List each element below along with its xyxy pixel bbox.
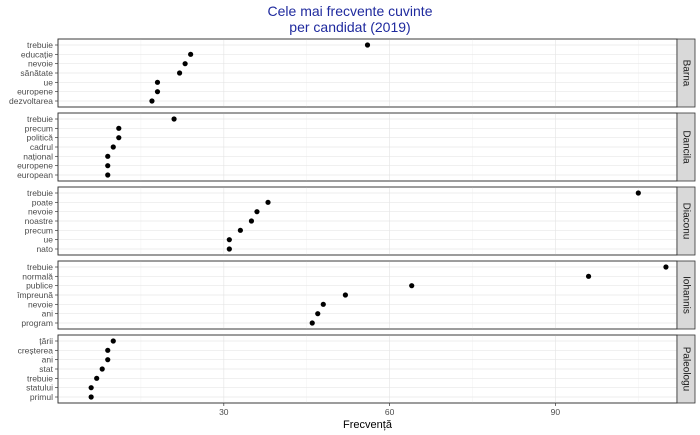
y-tick-label: normală — [22, 271, 53, 281]
y-tick-label: stat — [39, 364, 53, 374]
data-point — [254, 209, 260, 215]
chart-title: Cele mai frecvente cuvinte per candidat … — [0, 3, 700, 35]
facet-strip — [676, 38, 696, 108]
data-point — [154, 79, 161, 85]
y-tick-label: european — [17, 170, 53, 180]
facet-panel-iohannis: trebuienormalăpubliceîmpreunănevoieanipr… — [16, 260, 696, 330]
data-point — [116, 135, 122, 141]
y-tick-label: nevoie — [28, 59, 53, 69]
data-point — [182, 61, 188, 67]
y-tick-label: nato — [36, 244, 53, 254]
data-point — [663, 264, 669, 270]
facet-strip — [676, 186, 696, 256]
data-point — [88, 394, 94, 400]
y-tick-label: împreună — [16, 290, 53, 300]
x-axis-label: Frecvență — [343, 419, 393, 431]
data-point — [110, 144, 116, 150]
data-point — [320, 301, 326, 307]
facet-panel-paleologu: țăriicreștereaanistattrebuiestatuluiprim… — [18, 334, 696, 404]
data-point — [364, 42, 371, 48]
y-tick-label: țării — [39, 336, 53, 346]
y-tick-label: nevoie — [28, 207, 53, 217]
data-point — [105, 172, 111, 178]
facet-strip — [676, 112, 696, 182]
data-point — [309, 320, 315, 326]
data-point — [342, 292, 348, 298]
y-tick-label: primul — [30, 392, 53, 402]
facet-panel-barna: trebuieeducațienevoiesănătateueeuropened… — [9, 38, 696, 108]
facet-strip — [676, 334, 696, 404]
x-tick-label: 90 — [551, 407, 561, 417]
data-point — [585, 273, 592, 279]
data-point — [226, 246, 232, 252]
data-point — [635, 190, 641, 196]
y-tick-label: nevoie — [28, 299, 53, 309]
data-point — [248, 218, 255, 224]
y-tick-label: europene — [17, 161, 53, 171]
y-tick-label: trebuie — [27, 262, 53, 272]
data-point — [226, 237, 232, 243]
y-tick-label: național — [23, 151, 53, 161]
y-tick-label: statului — [26, 383, 53, 393]
y-tick-label: ue — [44, 77, 54, 87]
y-tick-label: ani — [42, 309, 53, 319]
y-tick-label: ue — [44, 235, 54, 245]
chart-title-line-2: per candidat (2019) — [289, 19, 411, 35]
data-point — [94, 375, 100, 381]
y-tick-label: precum — [25, 225, 53, 235]
y-tick-label: publice — [26, 281, 53, 291]
y-tick-label: trebuie — [27, 373, 53, 383]
y-tick-label: program — [21, 318, 53, 328]
y-tick-label: politică — [27, 133, 54, 143]
facet-strip-label: Diaconu — [680, 203, 691, 240]
data-point — [105, 357, 111, 363]
facet-strip — [676, 260, 696, 330]
chart-title-line-1: Cele mai frecvente cuvinte — [267, 3, 433, 19]
data-point — [154, 89, 161, 95]
y-tick-label: europene — [17, 87, 53, 97]
data-point — [88, 385, 94, 391]
data-point — [315, 311, 321, 317]
y-tick-label: ani — [42, 355, 53, 365]
y-tick-label: precum — [25, 123, 53, 133]
y-tick-label: poate — [32, 197, 54, 207]
x-tick-label: 60 — [385, 407, 395, 417]
data-point — [176, 70, 183, 76]
facet-strip-label: Dancila — [680, 130, 691, 164]
y-tick-label: creșterea — [18, 345, 54, 355]
data-point — [149, 98, 155, 104]
data-point — [409, 283, 415, 289]
facet-panel-dancila: trebuieprecumpoliticăcadrulnaționaleurop… — [17, 112, 696, 182]
facet-strip-label: Iohannis — [680, 276, 691, 314]
y-tick-label: educație — [21, 49, 53, 59]
data-point — [99, 366, 105, 372]
facet-strip-label: Paleologu — [680, 347, 691, 391]
y-tick-label: sănătate — [20, 68, 53, 78]
y-tick-label: cadrul — [30, 142, 53, 152]
x-tick-label: 30 — [219, 407, 229, 417]
data-point — [265, 199, 271, 205]
data-point — [105, 153, 111, 159]
data-point — [171, 116, 177, 122]
y-tick-label: noastre — [25, 216, 54, 226]
y-tick-label: trebuie — [27, 188, 53, 198]
y-tick-label: dezvoltarea — [9, 96, 53, 106]
y-tick-label: trebuie — [27, 114, 53, 124]
data-point — [188, 51, 194, 57]
facet-strip-label: Barna — [680, 60, 691, 87]
y-tick-label: trebuie — [27, 40, 53, 50]
data-point — [105, 347, 111, 353]
data-point — [237, 227, 243, 233]
data-point — [116, 125, 122, 131]
data-point — [105, 163, 111, 169]
data-point — [110, 338, 116, 344]
